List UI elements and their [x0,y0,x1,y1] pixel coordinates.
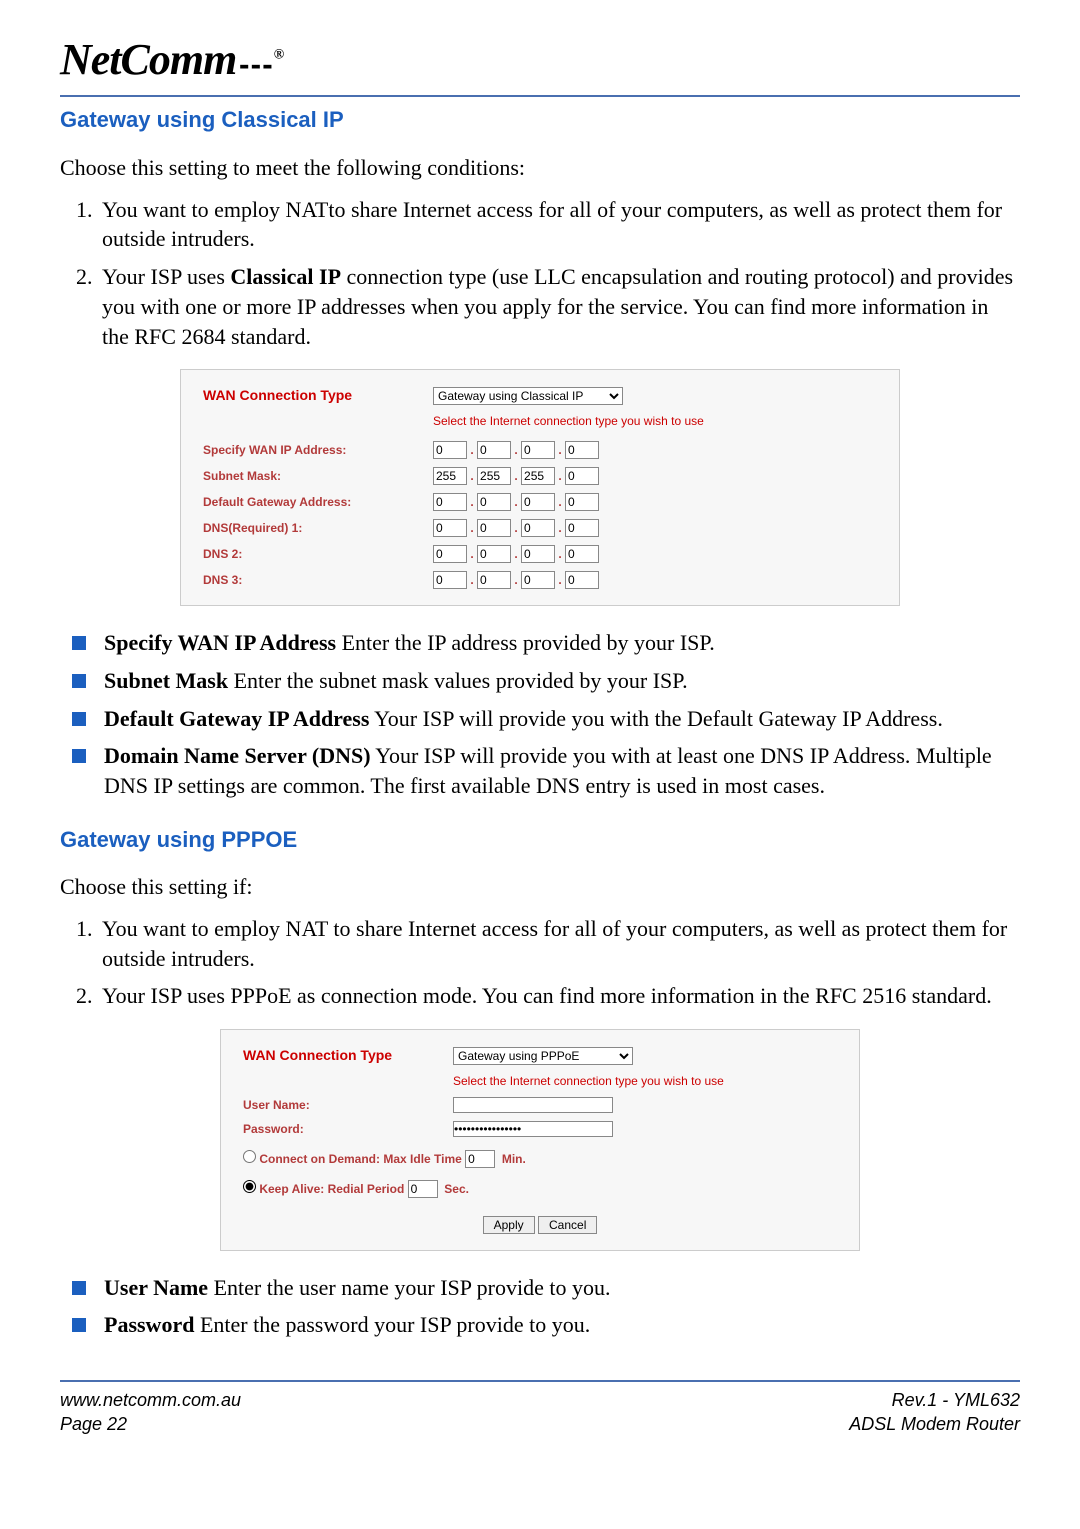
ip-octet-input[interactable] [477,545,511,563]
wan-help-text-2: Select the Internet connection type you … [447,1069,843,1093]
section2-item-1: You want to employ NAT to share Internet… [98,914,1020,973]
ip-octet-input[interactable] [521,519,555,537]
section-title-classical: Gateway using Classical IP [60,105,1020,135]
ip-octet-input[interactable] [565,545,599,563]
ip-octet-input[interactable] [565,519,599,537]
dot-separator: . [467,521,477,535]
ip-octet-input[interactable] [477,493,511,511]
ip-octet-input[interactable] [433,493,467,511]
min-label: Min. [502,1152,526,1166]
bullet-subnet: Subnet Mask Enter the subnet mask values… [60,666,1020,696]
ip-octet-input[interactable] [433,519,467,537]
bullets-pppoe: User Name Enter the user name your ISP p… [60,1273,1020,1340]
section1-item-2: Your ISP uses Classical IP connection ty… [98,262,1020,351]
ip-octet-input[interactable] [565,493,599,511]
section-title-pppoe: Gateway using PPPOE [60,825,1020,855]
bullet-username: User Name Enter the user name your ISP p… [60,1273,1020,1303]
username-input[interactable] [453,1097,613,1113]
ip-octet-input[interactable] [521,571,555,589]
cancel-button[interactable]: Cancel [538,1216,597,1234]
wan-help-text: Select the Internet connection type you … [427,409,883,433]
ip-octet-input[interactable] [433,571,467,589]
section1-item-1: You want to employ NATto share Internet … [98,195,1020,254]
wan-connection-select-2[interactable]: Gateway using PPPoE [453,1047,633,1065]
dot-separator: . [511,443,521,457]
connect-on-demand-label: Connect on Demand: Max Idle Time [259,1152,461,1166]
footer-rule [60,1380,1020,1382]
wan-connection-select[interactable]: Gateway using Classical IP [433,387,623,405]
dot-separator: . [511,495,521,509]
footer-url: www.netcomm.com.au [60,1388,241,1412]
logo: NetComm--- ® [60,30,1020,89]
dot-separator: . [555,573,565,587]
dot-separator: . [467,547,477,561]
bullets-classical: Specify WAN IP Address Enter the IP addr… [60,628,1020,800]
bullet-password: Password Enter the password your ISP pro… [60,1310,1020,1340]
ip-octet-input[interactable] [565,467,599,485]
keep-alive-radio[interactable] [243,1180,256,1193]
max-idle-input[interactable] [465,1150,495,1168]
ip-octet-input[interactable] [565,571,599,589]
ip-row-label: DNS(Required) 1: [197,515,427,541]
dot-separator: . [555,469,565,483]
connect-on-demand-radio[interactable] [243,1150,256,1163]
dot-separator: . [555,521,565,535]
dot-separator: . [511,521,521,535]
ip-octet-input[interactable] [477,467,511,485]
ip-octet-input[interactable] [477,519,511,537]
footer: www.netcomm.com.au Page 22 Rev.1 - YML63… [60,1388,1020,1437]
footer-rev: Rev.1 - YML632 [849,1388,1020,1412]
header-rule [60,95,1020,97]
password-label: Password: [237,1117,447,1141]
password-input[interactable] [453,1121,613,1137]
dot-separator: . [467,443,477,457]
dot-separator: . [511,547,521,561]
dot-separator: . [555,443,565,457]
ip-octet-input[interactable] [477,571,511,589]
dot-separator: . [467,469,477,483]
ip-row-label: Subnet Mask: [197,463,427,489]
ip-octet-input[interactable] [433,467,467,485]
dot-separator: . [467,573,477,587]
ip-octet-input[interactable] [433,441,467,459]
ip-octet-input[interactable] [477,441,511,459]
section2-list: You want to employ NAT to share Internet… [60,914,1020,1011]
section1-intro: Choose this setting to meet the followin… [60,153,1020,183]
section1-list: You want to employ NATto share Internet … [60,195,1020,351]
redial-input[interactable] [408,1180,438,1198]
ip-octet-input[interactable] [521,467,555,485]
ip-octet-input[interactable] [521,441,555,459]
dot-separator: . [467,495,477,509]
footer-product: ADSL Modem Router [849,1412,1020,1436]
bullet-gateway: Default Gateway IP Address Your ISP will… [60,704,1020,734]
username-label: User Name: [237,1093,447,1117]
ip-octet-input[interactable] [521,545,555,563]
bullet-dns: Domain Name Server (DNS) Your ISP will p… [60,741,1020,800]
dot-separator: . [511,573,521,587]
section2-intro: Choose this setting if: [60,872,1020,902]
ip-row-label: DNS 3: [197,567,427,593]
screenshot-pppoe: WAN Connection Type Gateway using PPPoE … [220,1029,860,1250]
ip-octet-input[interactable] [521,493,555,511]
ip-octet-input[interactable] [565,441,599,459]
wan-label: WAN Connection Type [197,382,427,409]
dot-separator: . [555,495,565,509]
screenshot-classical-ip: WAN Connection Type Gateway using Classi… [180,369,900,606]
footer-page: Page 22 [60,1412,241,1436]
sec-label: Sec. [444,1182,469,1196]
wan-label-2: WAN Connection Type [237,1042,447,1069]
ip-octet-input[interactable] [433,545,467,563]
section2-item-2: Your ISP uses PPPoE as connection mode. … [98,981,1020,1011]
keep-alive-label: Keep Alive: Redial Period [259,1182,404,1196]
ip-row-label: Default Gateway Address: [197,489,427,515]
dot-separator: . [555,547,565,561]
ip-row-label: DNS 2: [197,541,427,567]
dot-separator: . [511,469,521,483]
apply-button[interactable]: Apply [483,1216,535,1234]
ip-row-label: Specify WAN IP Address: [197,437,427,463]
bullet-wan-ip: Specify WAN IP Address Enter the IP addr… [60,628,1020,658]
